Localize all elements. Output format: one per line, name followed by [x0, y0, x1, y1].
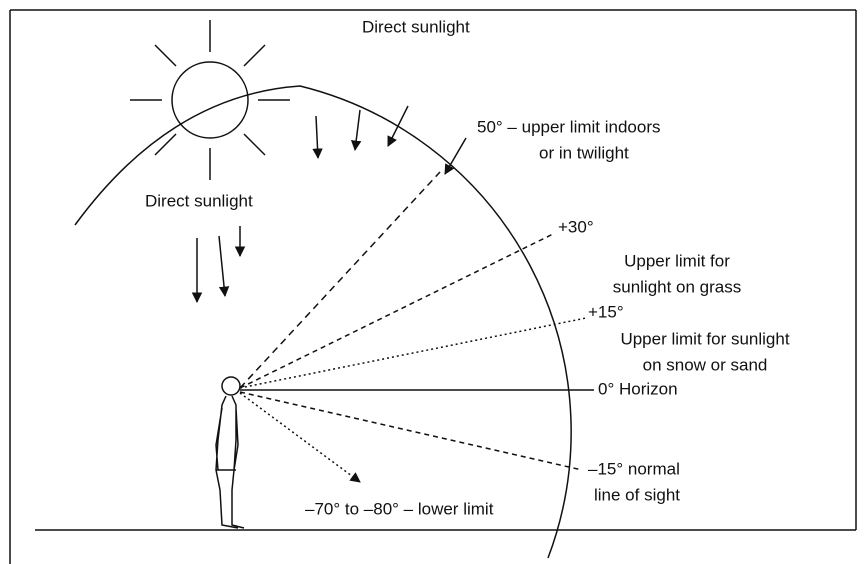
label: or in twilight [539, 143, 629, 162]
label: on snow or sand [643, 355, 768, 374]
label: sunlight on grass [613, 277, 742, 296]
label: +30° [558, 217, 594, 236]
label: +15° [588, 302, 624, 321]
labels: Direct sunlight 50° – upper limit indoors… [145, 17, 790, 518]
person [215, 376, 245, 529]
label: Direct sunlight [145, 191, 253, 210]
label: 0° Horizon [598, 379, 678, 398]
label: 50° – upper limit indoors [477, 117, 661, 136]
label: Direct sunlight [362, 17, 470, 36]
label: –70° to –80° – lower limit [305, 499, 494, 518]
sight-lines [239, 171, 594, 483]
label: Upper limit for sunlight [620, 329, 789, 348]
label: Upper limit for [624, 251, 730, 270]
sun-rays [191, 105, 467, 304]
sun [130, 20, 290, 180]
frame [9, 9, 857, 564]
sky-arc [74, 85, 572, 559]
label: line of sight [594, 485, 680, 504]
label: –15° normal [588, 459, 680, 478]
